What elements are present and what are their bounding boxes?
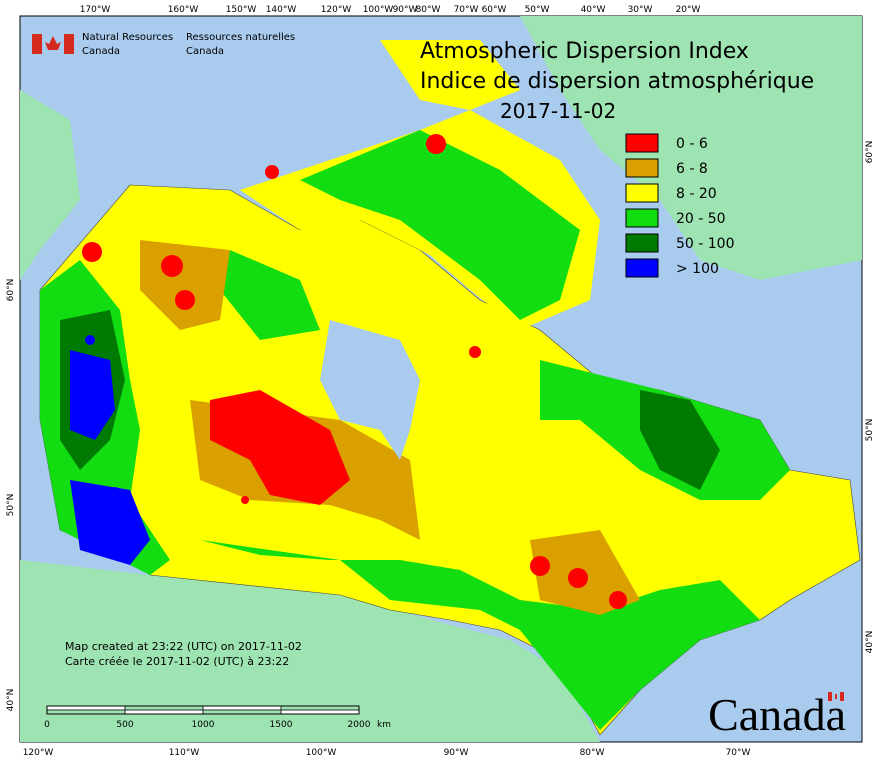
scale-label: 0 [44,720,50,730]
legend-label: 50 - 100 [676,236,735,252]
scale-frame [46,705,360,715]
canada [39,40,861,736]
agency-fr: Canada [186,46,224,57]
longitude-label: 110°W [169,748,200,758]
header: Natural Resources Canada Ressources natu… [32,32,295,57]
scale-bar: 0 500 1000 1500 2000 km [44,705,391,730]
longitude-label: 90°W [393,5,418,15]
legend-swatch [625,233,659,253]
latitude-label: 50°N [6,494,16,517]
legend-swatch [625,133,659,153]
legend-label: 0 - 6 [676,136,708,152]
legend-swatch [625,183,659,203]
longitude-label: 60°W [482,5,507,15]
longitude-label: 120°W [23,748,54,758]
longitude-label: 40°W [581,5,606,15]
longitude-label: 150°W [226,5,257,15]
longitude-label: 80°W [416,5,441,15]
latitude-label: 40°N [865,631,875,654]
agency-fr: Ressources naturelles [186,32,295,43]
longitude-label: 50°W [525,5,550,15]
scale-segment [202,705,282,711]
graticule: 170°W 160°W 150°W 140°W 120°W 100°W 90°W80°W 70… [6,5,875,758]
longitude-label: 20°W [676,5,701,15]
legend-label: 20 - 50 [676,211,726,227]
title: Atmospheric Dispersion Index [420,39,749,64]
legend: 0 - 6 6 - 8 8 - 20 20 - 50 50 - 100 > 100 [625,133,735,278]
longitude-label: 70°W [454,5,479,15]
scale-label: km [377,720,391,730]
scale-segment [46,705,126,711]
legend-swatch [625,208,659,228]
legend-swatch [625,258,659,278]
longitude-label: 70°W [726,748,751,758]
scale-label: 2000 [348,720,371,730]
scale-segment [124,709,204,715]
longitude-label: 170°W [80,5,111,15]
scale-segment [280,709,360,715]
scale-label: 500 [116,720,133,730]
wordmark: Canada [708,689,846,740]
legend-label: > 100 [676,261,719,277]
longitude-label: 160°W [168,5,199,15]
latitude-label: 60°N [6,279,16,302]
agency-en: Natural Resources [82,32,173,43]
agency-en: Canada [82,46,120,57]
longitude-label: 90°W [444,748,469,758]
latitude-label: 60°N [865,141,875,164]
latitude-label: 40°N [6,689,16,712]
credit: Carte créée le 2017-11-02 (UTC) à 23:22 [65,655,289,668]
date: 2017-11-02 [500,99,616,123]
longitude-label: 80°W [580,748,605,758]
longitude-label: 30°W [628,5,653,15]
longitude-label: 120°W [321,5,352,15]
foreign-land [20,16,862,742]
legend-swatch [625,158,659,178]
credit: Map created at 23:22 (UTC) on 2017-11-02 [65,640,302,653]
longitude-label: 140°W [266,5,297,15]
scale-label: 1500 [270,720,293,730]
latitude-label: 50°N [865,419,875,442]
title: Indice de dispersion atmosphérique [420,69,814,94]
scale-label: 1000 [192,720,215,730]
legend-label: 6 - 8 [676,161,708,177]
longitude-label: 100°W [363,5,394,15]
legend-label: 8 - 20 [676,186,717,202]
longitude-label: 100°W [306,748,337,758]
